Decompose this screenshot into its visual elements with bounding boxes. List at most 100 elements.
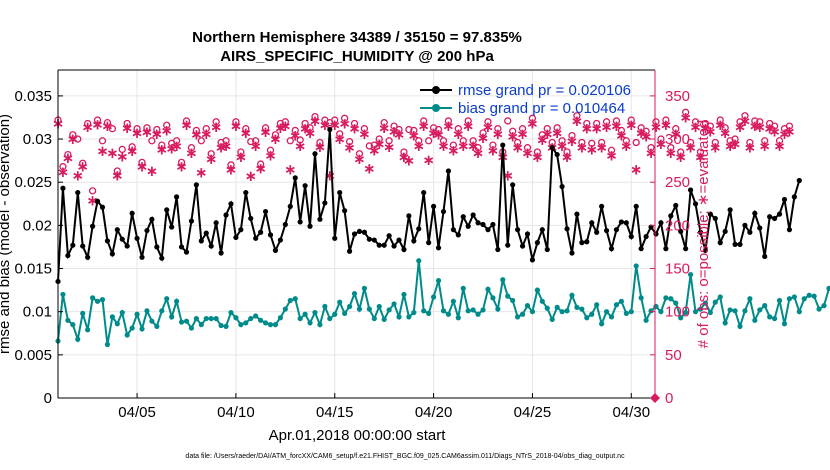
rmse-point [386, 233, 392, 239]
rmse-point [569, 250, 575, 256]
bias-point [243, 320, 249, 326]
obs-evaluated-point: ∗ [753, 118, 766, 136]
obs-evaluated-point: ∗ [343, 139, 356, 157]
obs-evaluated-point: ∗ [783, 122, 796, 140]
rmse-point [515, 227, 521, 233]
rmse-point [356, 228, 363, 235]
rmse-point [692, 201, 699, 207]
bias-point [450, 298, 456, 304]
bias-point [228, 309, 234, 316]
obs-possible-point [202, 125, 210, 133]
obs-possible-point [770, 122, 779, 130]
rmse-point [638, 246, 644, 252]
rmse-point [737, 241, 743, 247]
bias-point [623, 310, 629, 317]
obs-possible-point [84, 119, 92, 128]
obs-possible-point [331, 116, 339, 124]
rmse-point [297, 219, 303, 225]
obs-evaluated-point: ∗ [581, 120, 594, 138]
bias-point [416, 258, 422, 264]
legend-bias-label: bias grand pr = 0.010464 [458, 100, 625, 117]
obs-possible-point [741, 112, 749, 120]
obs-possible-point [553, 124, 561, 132]
y-right-tick-label: 100 [665, 304, 690, 321]
rmse-point [544, 246, 550, 253]
rmse-point [89, 223, 96, 229]
obs-possible-point [578, 138, 586, 147]
bias-point [633, 263, 639, 269]
obs-evaluated-point: ∗ [734, 118, 747, 136]
rmse-point [228, 201, 234, 207]
bias-line [57, 260, 830, 345]
obs-possible-point [311, 112, 319, 121]
rmse-point [391, 243, 397, 249]
obs-evaluated-point: ∗ [146, 162, 159, 180]
obs-possible-point [355, 150, 364, 158]
obs-possible-point [686, 138, 695, 147]
rmse-point [524, 231, 531, 237]
bias-point [292, 296, 298, 302]
obs-possible-point [390, 122, 398, 130]
bias-point [529, 309, 536, 315]
bias-point [233, 315, 239, 321]
bias-point [213, 315, 219, 322]
obs-possible-point [449, 141, 458, 149]
rmse-point [534, 240, 540, 246]
obs-possible-point [597, 138, 606, 147]
bias-point [430, 294, 437, 300]
rmse-point [262, 208, 269, 215]
bias-point [460, 285, 466, 291]
obs-evaluated-point: ∗ [472, 144, 485, 162]
obs-possible-point [538, 131, 546, 139]
obs-possible-point [222, 137, 230, 145]
obs-evaluated-point: ∗ [254, 159, 267, 177]
obs-evaluated-point: ∗ [506, 127, 519, 145]
obs-possible-point [212, 118, 220, 126]
obs-evaluated-point: ∗ [536, 131, 549, 149]
obs-evaluated-point: ∗ [81, 118, 94, 136]
legend-rmse-marker [432, 86, 440, 94]
obs-evaluated-point: ∗ [368, 141, 381, 159]
rmse-point [198, 238, 204, 244]
bias-point [262, 320, 269, 326]
rmse-point [599, 203, 605, 209]
bias-point [89, 295, 96, 301]
rmse-point [727, 207, 733, 213]
bias-point [584, 315, 590, 321]
bias-point [678, 315, 684, 321]
obs-evaluated-point: ∗ [165, 140, 178, 158]
rmse-point [628, 233, 634, 240]
rmse-point [253, 235, 259, 241]
rmse-point [287, 203, 293, 209]
bias-point [164, 296, 170, 302]
obs-possible-point [439, 137, 448, 145]
obs-evaluated-point: ∗ [516, 125, 529, 143]
bias-point [282, 306, 288, 312]
rmse-point [633, 203, 639, 209]
obs-possible-point [400, 148, 408, 156]
obs-evaluated-point: ∗ [432, 126, 445, 144]
rmse-point [430, 203, 437, 209]
bias-point [223, 323, 229, 329]
obs-possible-point [69, 131, 77, 139]
y-left-tick-label: 0.015 [14, 261, 52, 278]
y-right-tick-label: 250 [665, 174, 690, 191]
rmse-point [480, 221, 486, 228]
obs-possible-point [261, 124, 270, 132]
bias-point [406, 314, 412, 320]
x-tick-label: 04/10 [217, 404, 255, 421]
rmse-point [342, 208, 348, 214]
bias-point [821, 303, 827, 309]
obs-evaluated-point: ∗ [566, 132, 579, 150]
bias-point [549, 316, 555, 323]
rmse-point [322, 200, 328, 206]
bias-point [322, 303, 328, 310]
x-tick-label: 04/25 [514, 404, 552, 421]
obs-evaluated-point: ∗ [487, 141, 500, 159]
bias-point [307, 320, 313, 326]
obs-possible-point [593, 119, 601, 128]
rmse-point [99, 204, 106, 210]
rmse-point [70, 242, 76, 248]
obs-evaluated-point: ∗ [225, 160, 238, 178]
